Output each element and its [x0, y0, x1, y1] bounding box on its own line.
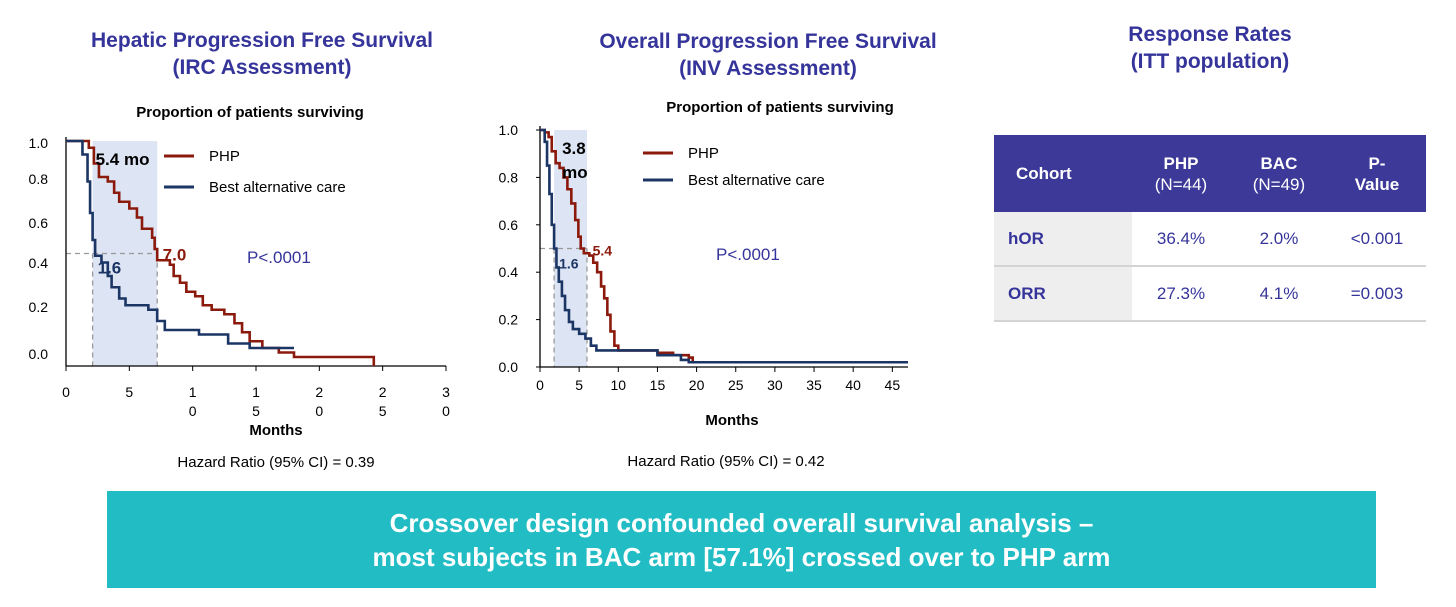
conclusion-banner: Crossover design confounded overall surv…	[107, 491, 1376, 588]
hepatic-bac-curve	[66, 139, 294, 350]
overall-x-tick-label: 25	[728, 377, 744, 393]
hepatic-bac-median-label: 1.6	[98, 259, 122, 278]
hepatic-hazard-ratio: Hazard Ratio (95% CI) = 0.39	[177, 454, 374, 471]
hepatic-y-tick-label: 1.0	[29, 135, 49, 151]
middle-chart-title-line1: Overall Progression Free Survival	[599, 30, 937, 53]
left-chart-title-line2: (IRC Assessment)	[172, 56, 352, 79]
hepatic-y-tick-label: 0.8	[29, 171, 49, 187]
response-rates-title-line2: (ITT population)	[1130, 50, 1290, 73]
header-bac-label: BAC	[1260, 153, 1298, 173]
cell-bac: 2.0%	[1229, 212, 1328, 267]
overall-x-axis-label: Months	[705, 412, 758, 429]
cell-php: 27.3%	[1132, 266, 1230, 322]
response-rates-title: Response Rates (ITT population)	[1060, 21, 1360, 75]
table-row: ORR 27.3% 4.1% =0.003	[994, 266, 1426, 322]
hepatic-x-tick-label: 5	[379, 403, 387, 419]
hepatic-x-tick-label: 5	[125, 384, 133, 400]
hepatic-x-tick-label: 5	[252, 403, 260, 419]
overall-x-tick-label: 0	[536, 377, 544, 393]
overall-x-tick-label: 15	[650, 377, 666, 393]
left-chart-title-line1: Hepatic Progression Free Survival	[91, 29, 433, 52]
overall-bac-curve	[540, 128, 908, 364]
cell-bac: 4.1%	[1229, 266, 1328, 322]
hepatic-x-tick-label: 2	[379, 384, 387, 400]
overall-legend-php-label: PHP	[688, 145, 719, 162]
overall-difference-label: 3.8	[562, 139, 586, 158]
header-cohort: Cohort	[994, 135, 1132, 212]
hepatic-y-tick-label: 0.6	[29, 215, 49, 231]
cell-p: =0.003	[1327, 266, 1426, 322]
hepatic-y-tick-label: 0.4	[29, 255, 49, 271]
hepatic-x-tick-label: 3	[442, 384, 450, 400]
banner-line1: Crossover design confounded overall surv…	[389, 507, 1094, 538]
hepatic-php-curve	[66, 139, 376, 366]
header-php-label: PHP	[1163, 153, 1199, 173]
hepatic-x-tick-label: 0	[315, 403, 323, 419]
overall-hazard-ratio: Hazard Ratio (95% CI) = 0.42	[627, 453, 824, 470]
overall-difference-label: mo	[562, 163, 588, 182]
hepatic-legend-php-label: PHP	[209, 148, 240, 165]
middle-chart-title: Overall Progression Free Survival (INV A…	[558, 28, 978, 82]
overall-y-tick-label: 0.2	[499, 312, 519, 328]
hepatic-difference-label: 5.4 mo	[96, 150, 150, 169]
table-row: hOR 36.4% 2.0% <0.001	[994, 212, 1426, 267]
header-php: PHP (N=44)	[1132, 135, 1230, 212]
overall-y-tick-label: 0.6	[499, 217, 519, 233]
overall-p-value: P<.0001	[716, 245, 780, 264]
overall-y-tick-label: 0.0	[499, 359, 519, 375]
overall-y-tick-label: 0.8	[499, 169, 519, 185]
row-label: ORR	[994, 266, 1132, 322]
hepatic-y-tick-label: 0.0	[29, 346, 49, 362]
header-p-value: P- Value	[1327, 135, 1426, 212]
hepatic-p-value: P<.0001	[247, 248, 311, 267]
header-php-n: (N=44)	[1154, 174, 1208, 194]
left-chart-title: Hepatic Progression Free Survival (IRC A…	[52, 27, 472, 81]
header-bac: BAC (N=49)	[1229, 135, 1328, 212]
hepatic-php-median-label: 7.0	[163, 246, 187, 265]
hepatic-x-tick-label: 0	[189, 403, 197, 419]
overall-x-tick-label: 45	[885, 377, 901, 393]
hepatic-x-tick-label: 1	[189, 384, 197, 400]
banner-line2: most subjects in BAC arm [57.1%] crossed…	[372, 541, 1111, 572]
table-header-row: Cohort PHP (N=44) BAC (N=49) P- Value	[994, 135, 1426, 212]
header-bac-n: (N=49)	[1252, 174, 1306, 194]
response-rates-table: Cohort PHP (N=44) BAC (N=49) P- Value hOR 3…	[994, 135, 1426, 322]
header-p-label2: Value	[1354, 174, 1400, 194]
hepatic-x-tick-label: 0	[62, 384, 70, 400]
cell-p: <0.001	[1327, 212, 1426, 267]
overall-x-tick-label: 30	[767, 377, 783, 393]
overall-bac-median-label: 1.6	[559, 256, 579, 272]
overall-y-tick-label: 0.4	[499, 264, 519, 280]
hepatic-y-tick-label: 0.2	[29, 299, 49, 315]
overall-y-tick-label: 1.0	[499, 122, 519, 138]
overall-legend-bac-label: Best alternative care	[688, 172, 825, 189]
overall-x-tick-label: 35	[806, 377, 822, 393]
overall-x-tick-label: 20	[689, 377, 705, 393]
response-rates-title-line1: Response Rates	[1128, 23, 1292, 46]
hepatic-x-tick-label: 1	[252, 384, 260, 400]
hepatic-legend-bac-label: Best alternative care	[209, 179, 346, 196]
hepatic-x-axis-label: Months	[249, 422, 302, 439]
row-label: hOR	[994, 212, 1132, 267]
cell-php: 36.4%	[1132, 212, 1230, 267]
overall-x-tick-label: 10	[611, 377, 627, 393]
hepatic-x-tick-label: 0	[442, 403, 450, 419]
header-p-label: P-	[1368, 153, 1386, 173]
overall-php-median-label: 5.4	[593, 243, 613, 259]
hepatic-chart-subtitle: Proportion of patients surviving	[136, 104, 364, 121]
hepatic-x-tick-label: 2	[315, 384, 323, 400]
overall-x-tick-label: 5	[575, 377, 583, 393]
overall-x-tick-label: 40	[845, 377, 861, 393]
middle-chart-title-line2: (INV Assessment)	[679, 57, 857, 80]
overall-chart-subtitle: Proportion of patients surviving	[666, 99, 894, 116]
